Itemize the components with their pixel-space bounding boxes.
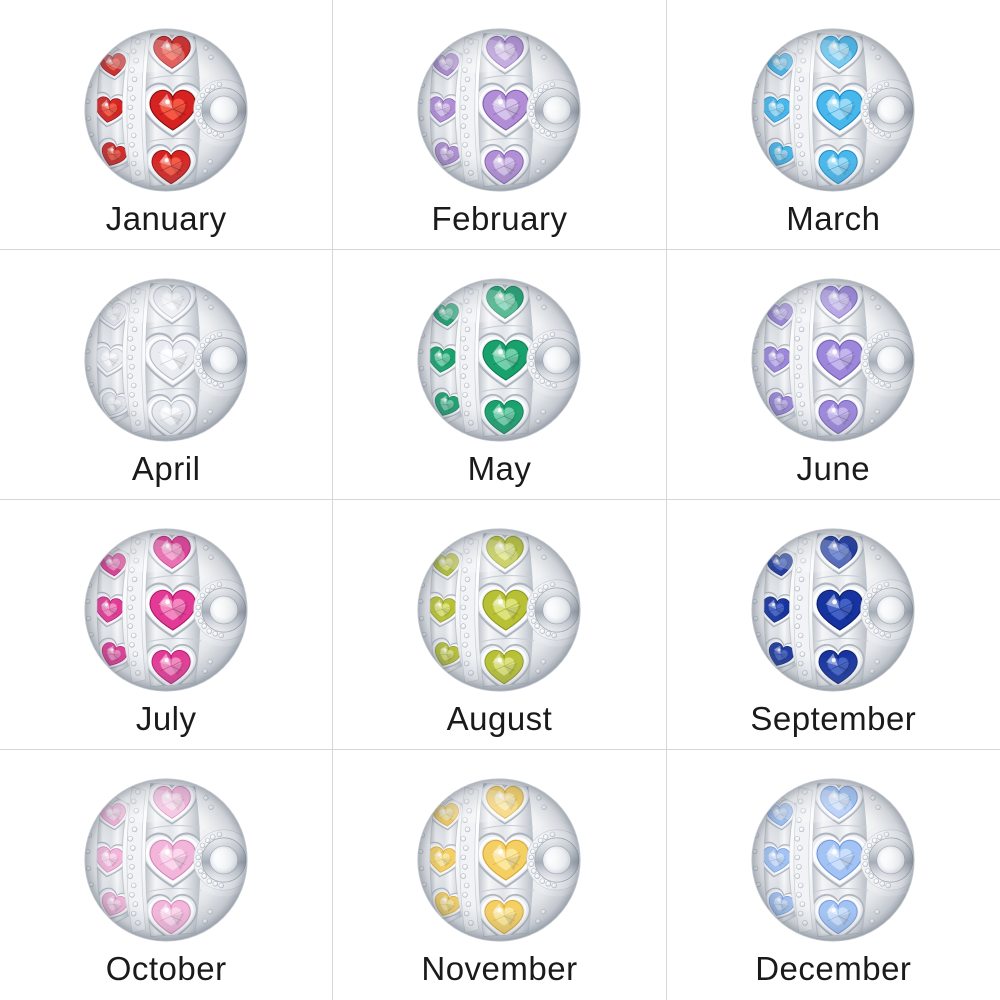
charm-photo-clear-diamond xyxy=(81,275,251,445)
month-label: February xyxy=(431,200,568,237)
charm-cell-february[interactable]: February xyxy=(333,0,667,250)
charm-cell-august[interactable]: August xyxy=(333,500,667,750)
charm-photo-ruby-rose-pink xyxy=(81,525,251,695)
charm-photo-amethyst-purple xyxy=(414,25,584,195)
month-label: September xyxy=(750,700,917,737)
charm-cell-january[interactable]: January xyxy=(0,0,334,250)
charm-cell-march[interactable]: March xyxy=(666,0,1000,250)
charm-cell-december[interactable]: December xyxy=(666,750,1000,1000)
birthstone-bead-image xyxy=(417,278,582,442)
charm-cell-october[interactable]: October xyxy=(0,750,334,1000)
charm-cell-april[interactable]: April xyxy=(0,250,334,500)
charm-cell-may[interactable]: May xyxy=(333,250,667,500)
charm-photo-peridot-yellow-green xyxy=(414,525,584,695)
charm-photo-blue-topaz xyxy=(748,775,918,945)
birthstone-bead-image xyxy=(751,778,915,942)
month-label: August xyxy=(446,700,553,737)
charm-photo-citrine-yellow xyxy=(414,775,584,945)
birthstone-bead-image xyxy=(84,28,248,192)
month-label: January xyxy=(105,200,227,237)
charm-photo-alexandrite-violet xyxy=(748,275,918,445)
month-label: October xyxy=(105,950,227,987)
month-label: July xyxy=(135,700,197,737)
charm-photo-light-pink-tourmaline xyxy=(81,775,251,945)
birthstone-bead-image xyxy=(751,528,915,692)
birthstone-bead-image xyxy=(751,28,915,192)
charm-cell-june[interactable]: June xyxy=(666,250,1000,500)
charm-cell-november[interactable]: November xyxy=(333,750,667,1000)
birthstone-bead-image xyxy=(84,278,248,442)
birthstone-bead-image xyxy=(84,778,248,942)
charm-cell-july[interactable]: July xyxy=(0,500,334,750)
month-label: June xyxy=(796,450,871,487)
charm-photo-emerald-green xyxy=(414,275,584,445)
birthstone-bead-image xyxy=(84,528,248,692)
charm-photo-garnet-red xyxy=(81,25,251,195)
month-label: May xyxy=(467,450,532,487)
birthstone-bead-image xyxy=(751,278,915,442)
month-label: April xyxy=(131,450,201,487)
month-label: December xyxy=(755,950,912,987)
birthstone-bead-image xyxy=(417,28,582,192)
charm-photo-aquamarine-blue xyxy=(748,25,918,195)
birthstone-bead-image xyxy=(417,778,582,942)
month-label: November xyxy=(421,950,578,987)
charm-cell-september[interactable]: September xyxy=(666,500,1000,750)
month-label: March xyxy=(786,200,881,237)
birthstone-bead-image xyxy=(417,528,582,692)
charm-photo-sapphire-blue xyxy=(748,525,918,695)
